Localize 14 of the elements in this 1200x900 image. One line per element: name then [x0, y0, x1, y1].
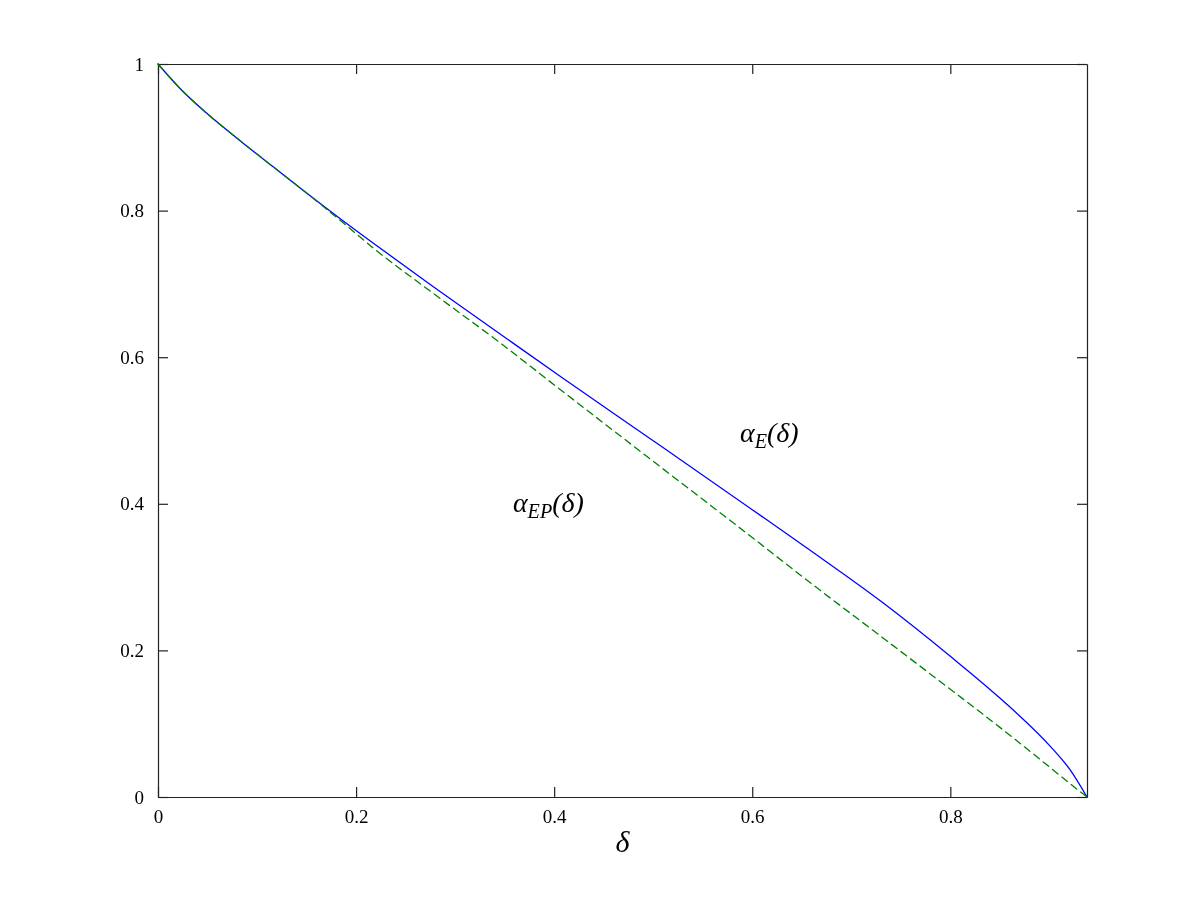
x-tick-label: 0.4	[542, 806, 568, 828]
x-tick-label: 0.6	[740, 806, 765, 828]
y-tick-label: 1	[134, 53, 144, 75]
x-axis-title: δ	[615, 825, 631, 858]
x-tick-label: 0.2	[344, 806, 369, 828]
y-tick-label: 0.8	[120, 200, 144, 222]
y-tick-label: 0.2	[120, 639, 144, 661]
series-label: α$_{E}$(δ)	[740, 417, 799, 452]
y-tick-label: 0.4	[120, 493, 145, 515]
y-tick-label: 0.6	[120, 346, 144, 368]
text: α$_{EP}$(δ)	[512, 486, 584, 522]
y-tick-label: 0	[134, 786, 144, 808]
x-tick-label: 0	[153, 806, 164, 828]
x-tick-label: 0.8	[938, 806, 963, 828]
